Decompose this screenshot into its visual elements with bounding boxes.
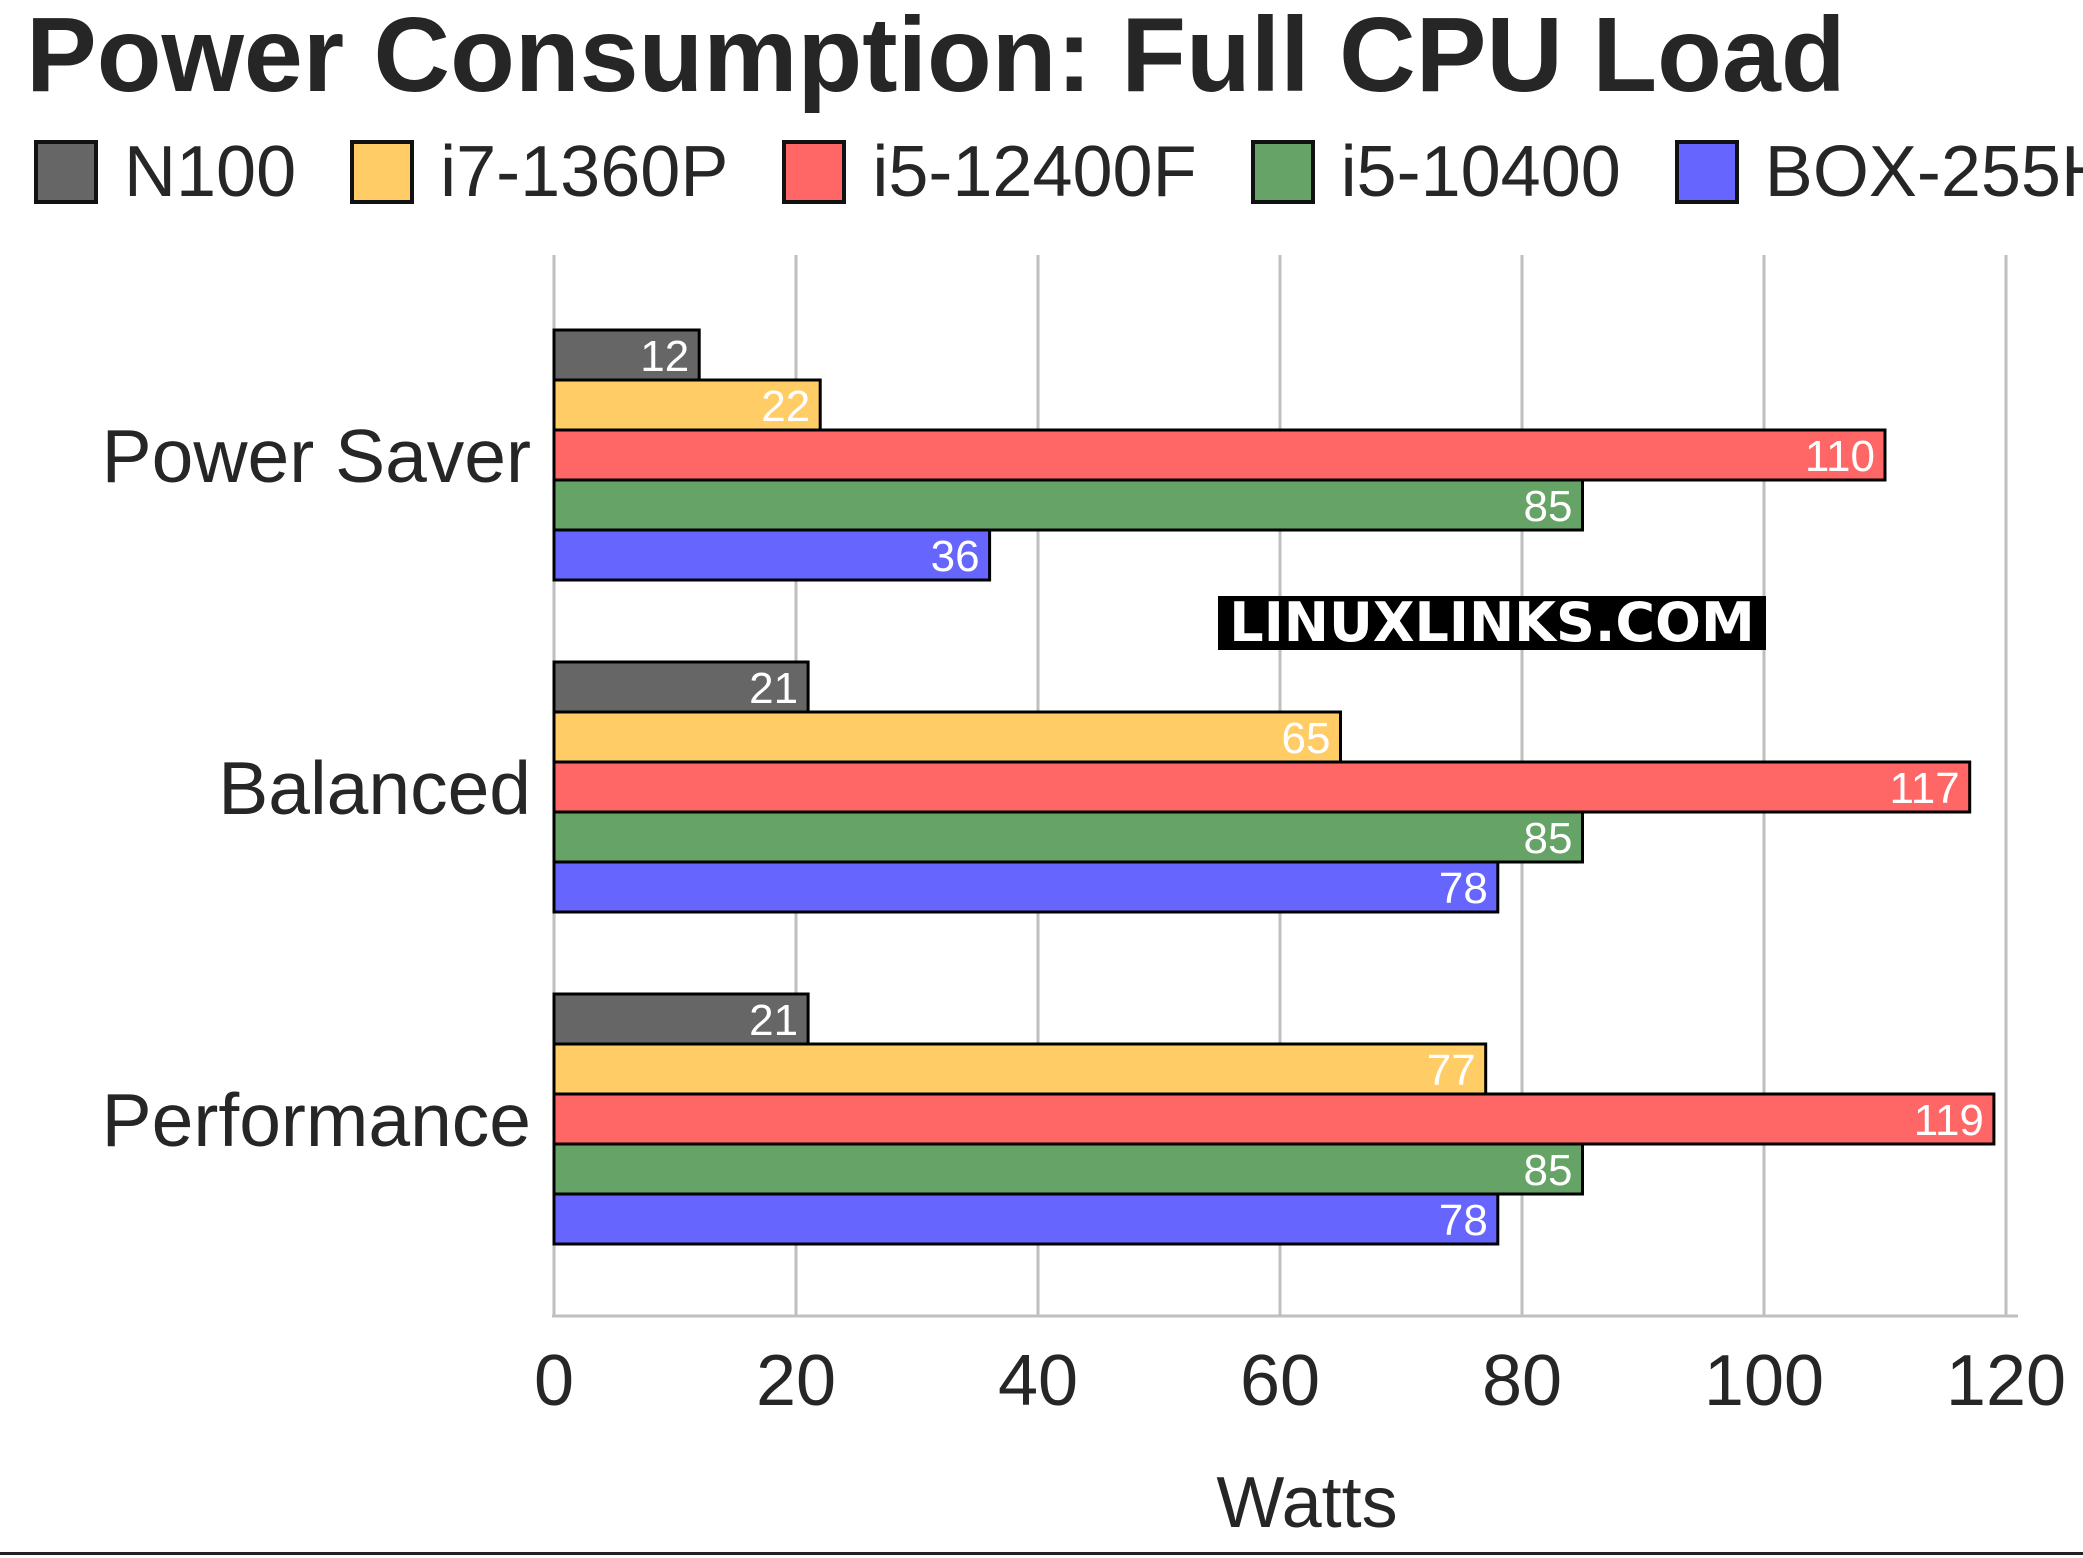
legend-item-box-255h: BOX-255H [1674, 131, 2083, 213]
data-label-power-saver-i5-10400: 85 [1524, 482, 1573, 531]
x-tick-label: 20 [756, 1341, 836, 1421]
data-label-balanced-i5-10400: 85 [1524, 814, 1573, 863]
category-label-performance: Performance [102, 1078, 531, 1162]
legend-swatch [1250, 140, 1315, 204]
bar-performance-box-255h [552, 1192, 1500, 1246]
bar-power-saver-n100 [552, 328, 701, 382]
legend-label: i7-1360P [440, 132, 729, 212]
legend-swatch [1674, 140, 1739, 204]
data-label-power-saver-i7-1360p: 22 [761, 382, 810, 431]
data-label-power-saver-n100: 12 [640, 332, 689, 381]
bar-power-saver-box-255h [552, 528, 992, 582]
legend-swatch [782, 140, 847, 204]
legend-label: i5-12400F [872, 132, 1197, 212]
legend-swatch [34, 140, 98, 204]
x-tick-label: 40 [998, 1341, 1078, 1421]
x-axis-label: Watts [1216, 1463, 1397, 1543]
bottom-rule [0, 1552, 2083, 1555]
x-tick-label: 80 [1482, 1341, 1562, 1421]
x-tick-label: 0 [534, 1341, 574, 1421]
bar-performance-i5-10400 [552, 1142, 1584, 1196]
x-tick-label: 60 [1240, 1341, 1320, 1421]
bar-balanced-i5-12400f [552, 760, 1972, 814]
bar-performance-i5-12400f [552, 1092, 1996, 1146]
legend: N100 i7-1360P i5-12400F i5-10400 BOX-255H [34, 131, 2083, 213]
legend-item-i7-1360p: i7-1360P [350, 131, 728, 213]
data-labels: 12 22 110 85 36 21 65 117 85 78 21 77 119 85 78 [640, 332, 1984, 1245]
data-label-performance-i5-10400: 85 [1524, 1146, 1573, 1195]
data-label-performance-i7-1360p: 77 [1427, 1046, 1476, 1095]
x-tick-label: 120 [1946, 1341, 2066, 1421]
chart-title: Power Consumption: Full CPU Load [26, 0, 1846, 114]
legend-label: BOX-255H [1764, 132, 2083, 212]
data-label-balanced-i7-1360p: 65 [1282, 714, 1331, 763]
legend-label: i5-10400 [1340, 132, 1621, 212]
bar-balanced-box-255h [552, 860, 1500, 914]
bar-power-saver-i5-10400 [552, 478, 1584, 532]
bar-balanced-i5-10400 [552, 810, 1584, 864]
legend-item-i5-10400: i5-10400 [1250, 131, 1621, 213]
data-label-performance-i5-12400f: 119 [1914, 1096, 1984, 1145]
legend-item-i5-12400f: i5-12400F [782, 131, 1197, 213]
category-label-power-saver: Power Saver [102, 414, 531, 498]
data-label-performance-box-255h: 78 [1439, 1196, 1488, 1245]
data-label-balanced-n100: 21 [749, 664, 798, 713]
legend-label: N100 [124, 132, 297, 212]
data-label-power-saver-i5-12400f: 110 [1805, 432, 1875, 481]
legend-swatch [350, 140, 415, 204]
bar-performance-i7-1360p [552, 1042, 1488, 1096]
bar-power-saver-i7-1360p [552, 378, 822, 432]
axes: 0 20 40 60 80 100 120 Power Saver Balanced Perfor… [102, 414, 2066, 1421]
data-label-performance-n100: 21 [749, 996, 798, 1045]
data-label-balanced-box-255h: 78 [1439, 864, 1488, 913]
category-label-balanced: Balanced [218, 746, 531, 830]
x-tick-label: 100 [1704, 1341, 1824, 1421]
bars [552, 328, 1996, 1246]
watermark: LINUXLINKS.COM [1218, 596, 1766, 650]
bar-balanced-i7-1360p [552, 710, 1342, 764]
bar-power-saver-i5-12400f [552, 428, 1887, 482]
data-label-balanced-i5-12400f: 117 [1890, 764, 1960, 813]
data-label-power-saver-box-255h: 36 [931, 532, 980, 581]
legend-item-n100: N100 [34, 131, 296, 213]
